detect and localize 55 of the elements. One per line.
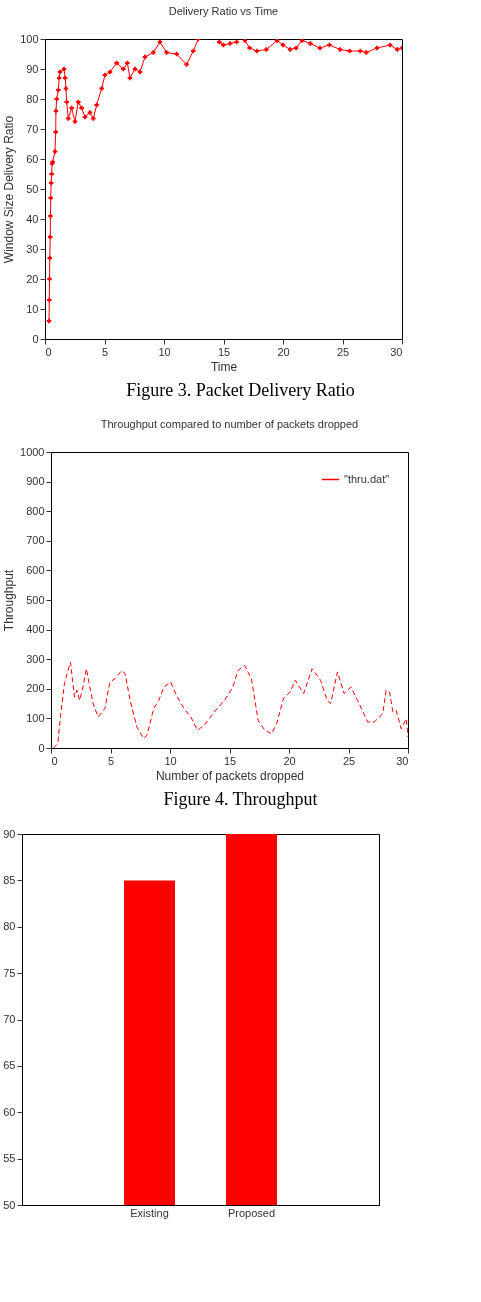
chart-title: Throughput compared to number of packets dropped	[100, 418, 359, 430]
y-tick-label: 500	[26, 593, 45, 606]
y-tick-label: 70	[26, 122, 39, 135]
y-tick-label: 100	[26, 711, 45, 724]
x-tick-label: 0	[51, 754, 58, 767]
x-tick-label: 20	[283, 754, 296, 767]
y-axis-title: Window Size Delivery Ratio	[2, 115, 17, 264]
y-tick-label: 600	[26, 563, 45, 576]
y-tick-label: 800	[26, 504, 45, 517]
y-axis-title: Throughput	[2, 569, 17, 632]
caption: Figure 4. Throughput	[162, 789, 319, 810]
y-tick-label: 20	[26, 272, 39, 285]
x-axis-title: Number of packets dropped	[155, 768, 305, 783]
x-tick-label: 30	[396, 754, 409, 767]
x-tick-label: 5	[107, 754, 115, 767]
x-tick-label: 5	[101, 345, 109, 358]
y-tick-label: 65	[3, 1059, 16, 1072]
y-tick-label: 55	[3, 1152, 16, 1165]
y-tick-label: 60	[26, 152, 39, 165]
y-tick-label: 0	[38, 741, 45, 754]
y-tick-label: 900	[26, 475, 45, 488]
y-tick-label: 1000	[20, 445, 45, 458]
y-tick-label: 80	[26, 92, 39, 105]
y-tick-label: 50	[3, 1198, 16, 1211]
y-tick-label: 700	[26, 534, 45, 547]
y-tick-label: 100	[20, 32, 39, 45]
x-tick-label: 10	[158, 345, 171, 358]
y-tick-label: 300	[26, 652, 45, 665]
y-tick-label: 60	[3, 1105, 16, 1118]
x-tick-label: Existing	[130, 1206, 169, 1219]
y-tick-label: 0	[32, 332, 39, 345]
y-tick-label: 200	[26, 682, 45, 695]
y-tick-label: 400	[26, 623, 45, 636]
x-tick-label: 15	[217, 345, 231, 358]
y-tick-label: 90	[26, 62, 39, 75]
y-tick-label: 40	[26, 212, 39, 225]
y-tick-label: 75	[3, 966, 16, 979]
y-tick-label: 50	[26, 182, 39, 195]
x-tick-label: 20	[277, 345, 290, 358]
x-tick-label: 25	[342, 754, 356, 767]
x-tick-label: 15	[223, 754, 237, 767]
x-axis-title: Time	[210, 359, 238, 374]
legend-label: "thru.dat"	[344, 472, 390, 485]
y-tick-label: 85	[3, 873, 16, 886]
x-tick-label: 25	[336, 345, 350, 358]
chart-title: Delivery Ratio vs Time	[168, 5, 279, 17]
y-tick-label: 10	[26, 302, 39, 315]
y-tick-label: 80	[3, 920, 16, 933]
y-tick-label: 30	[26, 242, 39, 255]
x-tick-label: 10	[164, 754, 177, 767]
x-tick-label: 30	[390, 345, 403, 358]
caption: Figure 3. Packet Delivery Ratio	[125, 380, 356, 401]
y-tick-label: 70	[3, 1013, 16, 1025]
y-tick-label: 90	[3, 827, 16, 840]
x-tick-label: Proposed	[227, 1206, 276, 1219]
